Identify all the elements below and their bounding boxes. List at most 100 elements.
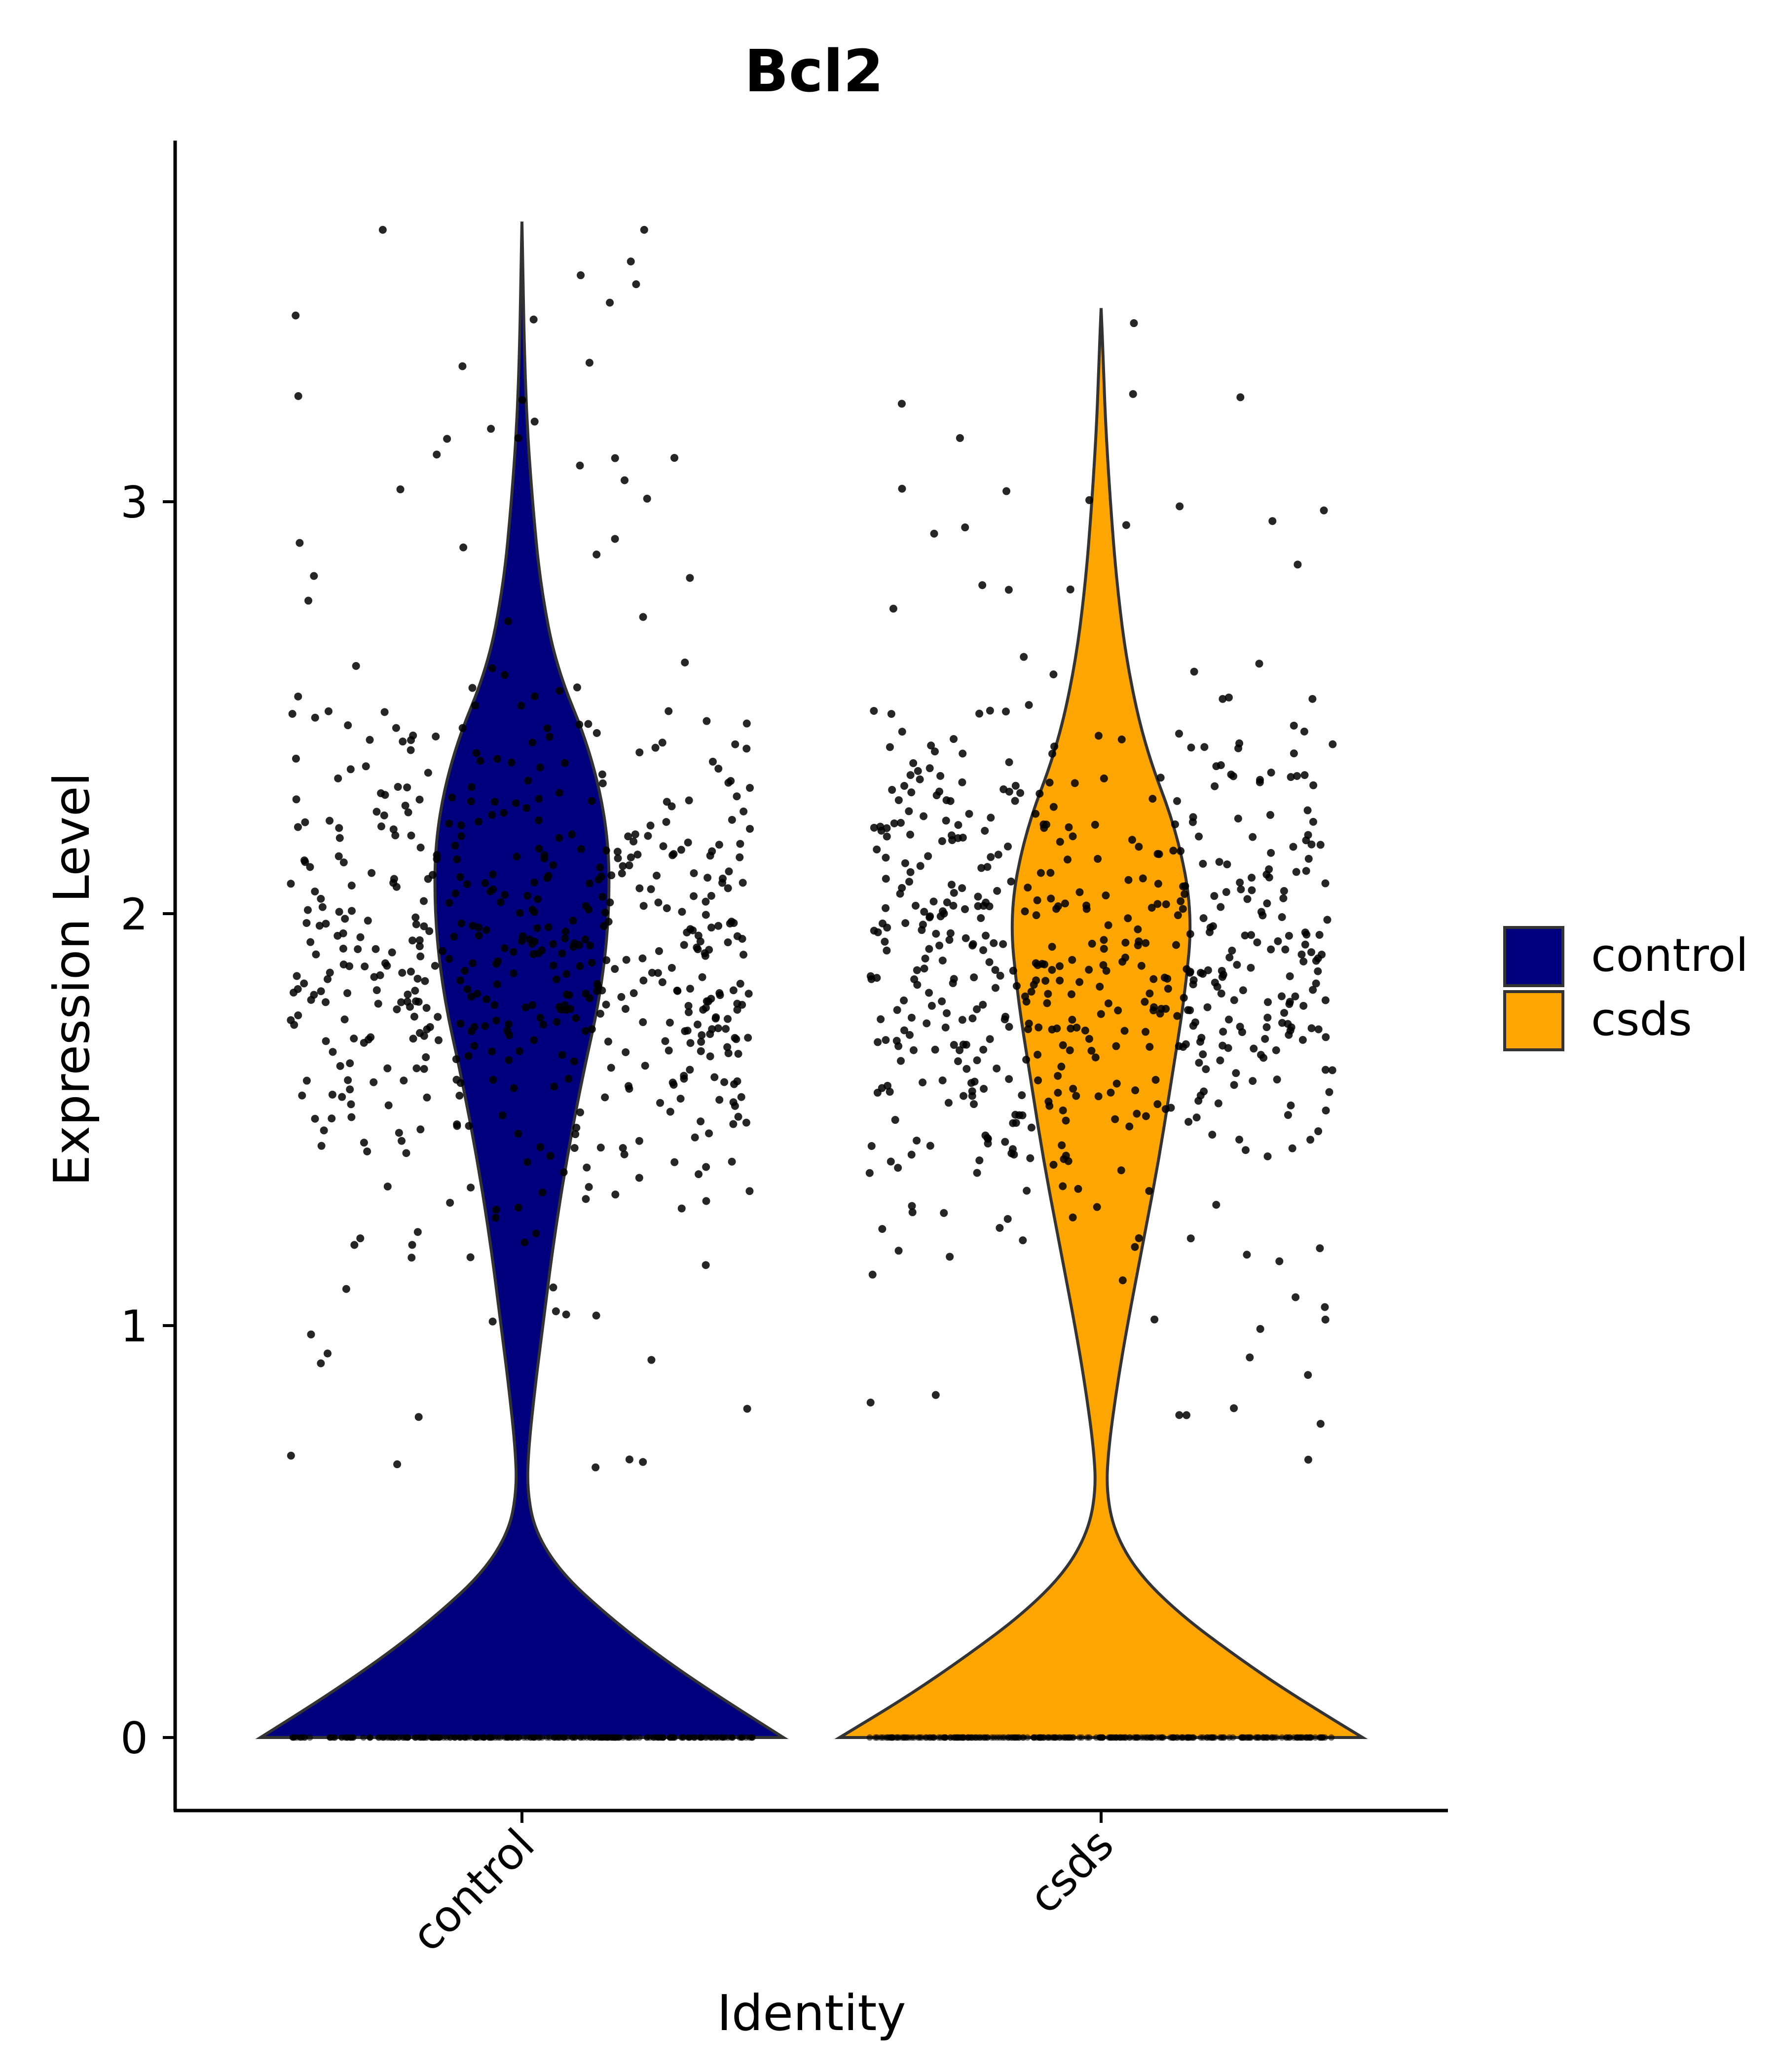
data-point [402, 1149, 410, 1157]
data-point [734, 1112, 742, 1121]
data-point [596, 1009, 604, 1018]
data-point [1142, 1112, 1150, 1120]
data-point [702, 1261, 710, 1269]
data-point [598, 770, 606, 778]
data-point [553, 1018, 561, 1026]
data-point [510, 969, 518, 977]
data-point [431, 962, 439, 970]
data-point [744, 1034, 752, 1042]
data-point [1260, 1734, 1267, 1741]
data-point [416, 952, 425, 961]
data-point [335, 834, 344, 842]
data-point [1175, 1411, 1184, 1419]
data-point [1045, 1102, 1054, 1110]
data-point [1292, 1293, 1300, 1301]
data-point [1048, 966, 1056, 974]
data-point [596, 863, 604, 872]
data-point [954, 1057, 962, 1066]
data-point [577, 271, 585, 279]
data-point [1085, 496, 1094, 504]
data-point [908, 1208, 917, 1217]
data-point [920, 964, 928, 973]
data-point [1286, 972, 1294, 980]
data-point [1199, 914, 1208, 923]
data-point [588, 797, 596, 805]
data-point [481, 879, 489, 887]
data-point [1241, 931, 1249, 940]
data-point [1122, 521, 1130, 529]
data-point [1248, 874, 1256, 882]
data-point [540, 854, 549, 863]
data-point [1049, 670, 1058, 678]
data-point [389, 825, 398, 834]
data-point [1070, 1734, 1077, 1741]
data-point [1025, 701, 1033, 709]
data-point [1259, 1054, 1268, 1062]
data-point [549, 940, 557, 948]
data-point [515, 1047, 523, 1055]
data-point [420, 1734, 427, 1741]
data-point [1294, 1734, 1301, 1741]
violins [255, 222, 1368, 1739]
data-point [490, 798, 499, 806]
data-point [1219, 1028, 1227, 1036]
data-point [1189, 813, 1197, 821]
data-point [466, 1253, 475, 1261]
data-point [598, 892, 607, 901]
data-point [604, 1734, 611, 1741]
data-point [1264, 998, 1272, 1006]
data-point [530, 1734, 537, 1741]
data-point [907, 788, 916, 797]
data-point [407, 1254, 416, 1262]
data-point [736, 840, 744, 848]
data-point [560, 934, 569, 943]
data-point [582, 1195, 590, 1203]
data-point [913, 981, 922, 989]
data-point [1257, 908, 1265, 916]
data-point [488, 811, 496, 819]
data-point [412, 920, 420, 928]
data-point [924, 852, 932, 860]
data-point [942, 816, 950, 825]
data-point [1049, 803, 1058, 811]
data-point [588, 959, 596, 967]
data-point [734, 1050, 742, 1058]
y-tick-label: 1 [120, 1301, 148, 1352]
data-point [898, 484, 906, 493]
data-point [462, 1734, 469, 1741]
data-point [1011, 797, 1019, 805]
data-point [1068, 1015, 1076, 1024]
data-point [452, 1055, 460, 1063]
data-point [597, 1734, 604, 1741]
data-point [1081, 1026, 1089, 1035]
data-point [1299, 1001, 1308, 1010]
data-point [1202, 1065, 1210, 1073]
data-point [1040, 1734, 1047, 1741]
data-point [1054, 1072, 1062, 1080]
data-point [711, 1014, 720, 1023]
data-point [366, 1734, 373, 1741]
data-point [528, 739, 537, 747]
data-point [326, 968, 334, 977]
data-point [1297, 950, 1306, 959]
data-point [420, 1032, 428, 1040]
data-point [356, 1234, 365, 1243]
data-point [364, 917, 372, 925]
data-point [640, 225, 648, 234]
data-point [393, 1460, 402, 1469]
data-point [549, 861, 557, 869]
data-point [500, 890, 509, 899]
data-point [324, 975, 332, 983]
data-point [1183, 965, 1191, 973]
data-point [1052, 1734, 1059, 1741]
data-point [1034, 1050, 1042, 1059]
data-point [956, 434, 964, 442]
data-point [347, 1113, 356, 1121]
data-point [1114, 1006, 1122, 1015]
data-point [746, 825, 754, 833]
data-point [1239, 986, 1247, 995]
data-point [392, 724, 400, 732]
data-point [653, 871, 661, 880]
data-point [621, 1005, 629, 1013]
data-point [461, 966, 469, 975]
